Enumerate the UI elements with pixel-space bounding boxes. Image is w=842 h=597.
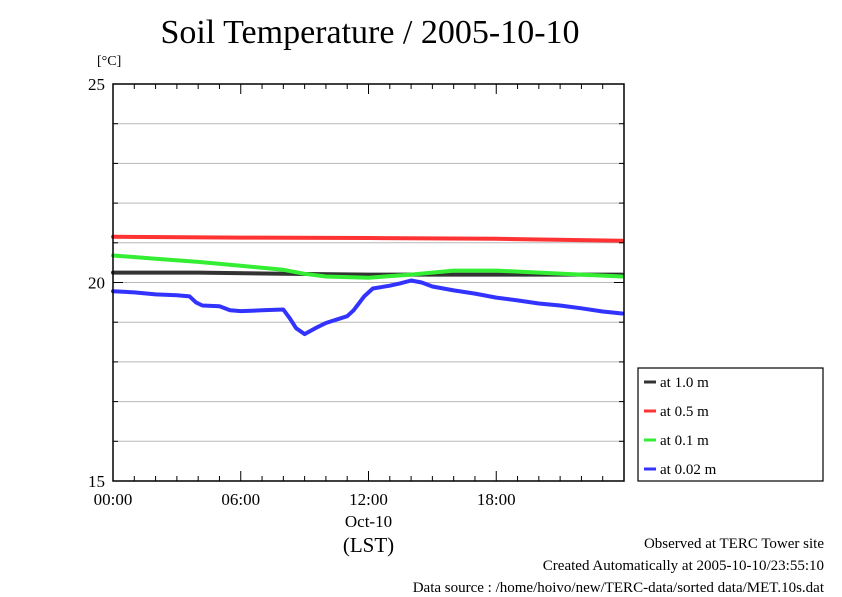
series-line-1 (111, 234, 624, 243)
created-timestamp-note: Created Automatically at 2005-10-10/23:5… (542, 558, 824, 574)
y-tick-label: 15 (88, 472, 105, 491)
legend-entry-2: at 0.1 m (660, 433, 709, 449)
x-tick-label: 06:00 (221, 490, 260, 509)
data-source-note: Data source : /home/hoivo/new/TERC-data/… (412, 580, 824, 596)
x-axis-label: (LST) (343, 533, 394, 557)
observed-site-note: Observed at TERC Tower site (643, 536, 824, 552)
chart-title: Soil Temperature / 2005-10-10 (160, 14, 580, 51)
x-tick-label: 12:00 (349, 490, 388, 509)
y-tick-label: 20 (88, 274, 105, 293)
legend-entry-1: at 0.5 m (660, 404, 709, 420)
legend-entry-0: at 1.0 m (660, 375, 709, 391)
legend-entry-3: at 0.02 m (660, 462, 717, 478)
x-tick-label: 18:00 (477, 490, 516, 509)
y-axis-unit-label: [°C] (97, 54, 122, 69)
series-line-3 (111, 278, 624, 337)
series-line-2 (111, 253, 624, 280)
legend-box (637, 367, 824, 482)
x-tick-label: 00:00 (94, 490, 133, 509)
x-date-label: Oct-10 (345, 512, 392, 531)
y-tick-label: 25 (88, 75, 105, 94)
